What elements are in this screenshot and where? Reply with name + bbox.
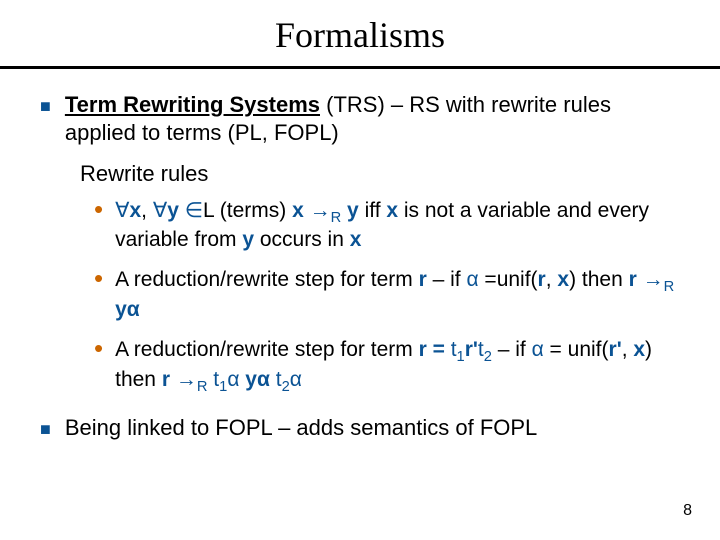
disc-bullet-icon: • (94, 337, 103, 359)
comma-1: , (141, 199, 153, 222)
c-pre: A reduction/rewrite step for term (115, 338, 418, 361)
c-x: x (633, 338, 645, 361)
b2-comma: , (546, 268, 558, 291)
b2-r3: r (629, 268, 643, 291)
y-1: y (167, 199, 185, 222)
bullet-rule-1: • ∀x, ∀y ∈L (terms) x →R y iff x is not … (94, 198, 680, 254)
c-sub1: 1 (457, 349, 465, 365)
c-alpha2: α (227, 368, 245, 391)
x-4: x (350, 228, 362, 251)
b2-pre: A reduction/rewrite step for term (115, 268, 418, 291)
bullet-rule-2: • A reduction/rewrite step for term r – … (94, 267, 680, 323)
occurs-in: occurs in (254, 228, 350, 251)
x-3: x (386, 199, 398, 222)
c-req: r = (419, 338, 451, 361)
y-3: y (242, 228, 254, 251)
c-rprime2: r' (609, 338, 622, 361)
bullet-rule-3: • A reduction/rewrite step for term r = … (94, 337, 680, 396)
bullet-trs: ■ Term Rewriting Systems (TRS) – RS with… (40, 91, 680, 146)
c-eq: = unif( (544, 338, 609, 361)
b2-x: x (557, 268, 569, 291)
c-rsub: R (197, 379, 208, 395)
bullet-fopl-text: Being linked to FOPL – adds semantics of… (65, 414, 680, 442)
x-1: x (129, 199, 141, 222)
trs-underlined: Term Rewriting Systems (65, 92, 320, 117)
r-sub-1: R (331, 210, 342, 226)
forall-2: ∀ (153, 199, 167, 222)
arrow-1: → (310, 199, 331, 222)
c-sub2: 2 (484, 349, 492, 365)
page-number: 8 (683, 502, 692, 520)
disc-bullet-icon: • (94, 198, 103, 220)
c-alpha: α (532, 338, 544, 361)
c-alpha3: α (290, 368, 302, 391)
c-ya: yα (245, 368, 275, 391)
page-title: Formalisms (0, 0, 720, 66)
b2-eq: =unif( (479, 268, 538, 291)
c-comma: , (622, 338, 634, 361)
x-2: x (292, 199, 310, 222)
bullet-rule-2-text: A reduction/rewrite step for term r – if… (115, 267, 680, 323)
l-terms: L (terms) (203, 199, 292, 222)
slide-content: ■ Term Rewriting Systems (TRS) – RS with… (0, 69, 720, 442)
bullet-rule-3-text: A reduction/rewrite step for term r = t1… (115, 337, 680, 396)
b2-r2: r (538, 268, 546, 291)
c-r: r (162, 368, 176, 391)
c-sub2b: 2 (282, 379, 290, 395)
rewrite-rules-heading: Rewrite rules (80, 160, 680, 188)
slide: Formalisms ■ Term Rewriting Systems (TRS… (0, 0, 720, 540)
bullet-trs-text: Term Rewriting Systems (TRS) – RS with r… (65, 91, 680, 146)
b2-alpha: α (466, 268, 478, 291)
c-rprime: r' (465, 338, 478, 361)
b2-r: r (419, 268, 427, 291)
c-arrow: → (176, 368, 197, 391)
forall-1: ∀ (115, 199, 129, 222)
bullet-fopl: ■ Being linked to FOPL – adds semantics … (40, 414, 680, 442)
b2-rsub: R (664, 280, 675, 296)
square-bullet-icon: ■ (40, 418, 51, 441)
b2-arrow: → (643, 268, 664, 291)
c-if: – if (492, 338, 532, 361)
b2-ya: yα (115, 298, 140, 321)
square-bullet-icon: ■ (40, 95, 51, 118)
b2-if: – if (427, 268, 467, 291)
b2-close: ) then (569, 268, 629, 291)
y-2: y (341, 199, 359, 222)
disc-bullet-icon: • (94, 267, 103, 289)
elem-of: ∈ (185, 199, 203, 222)
bullet-rule-1-text: ∀x, ∀y ∈L (terms) x →R y iff x is not a … (115, 198, 680, 254)
iff: iff (359, 199, 387, 222)
